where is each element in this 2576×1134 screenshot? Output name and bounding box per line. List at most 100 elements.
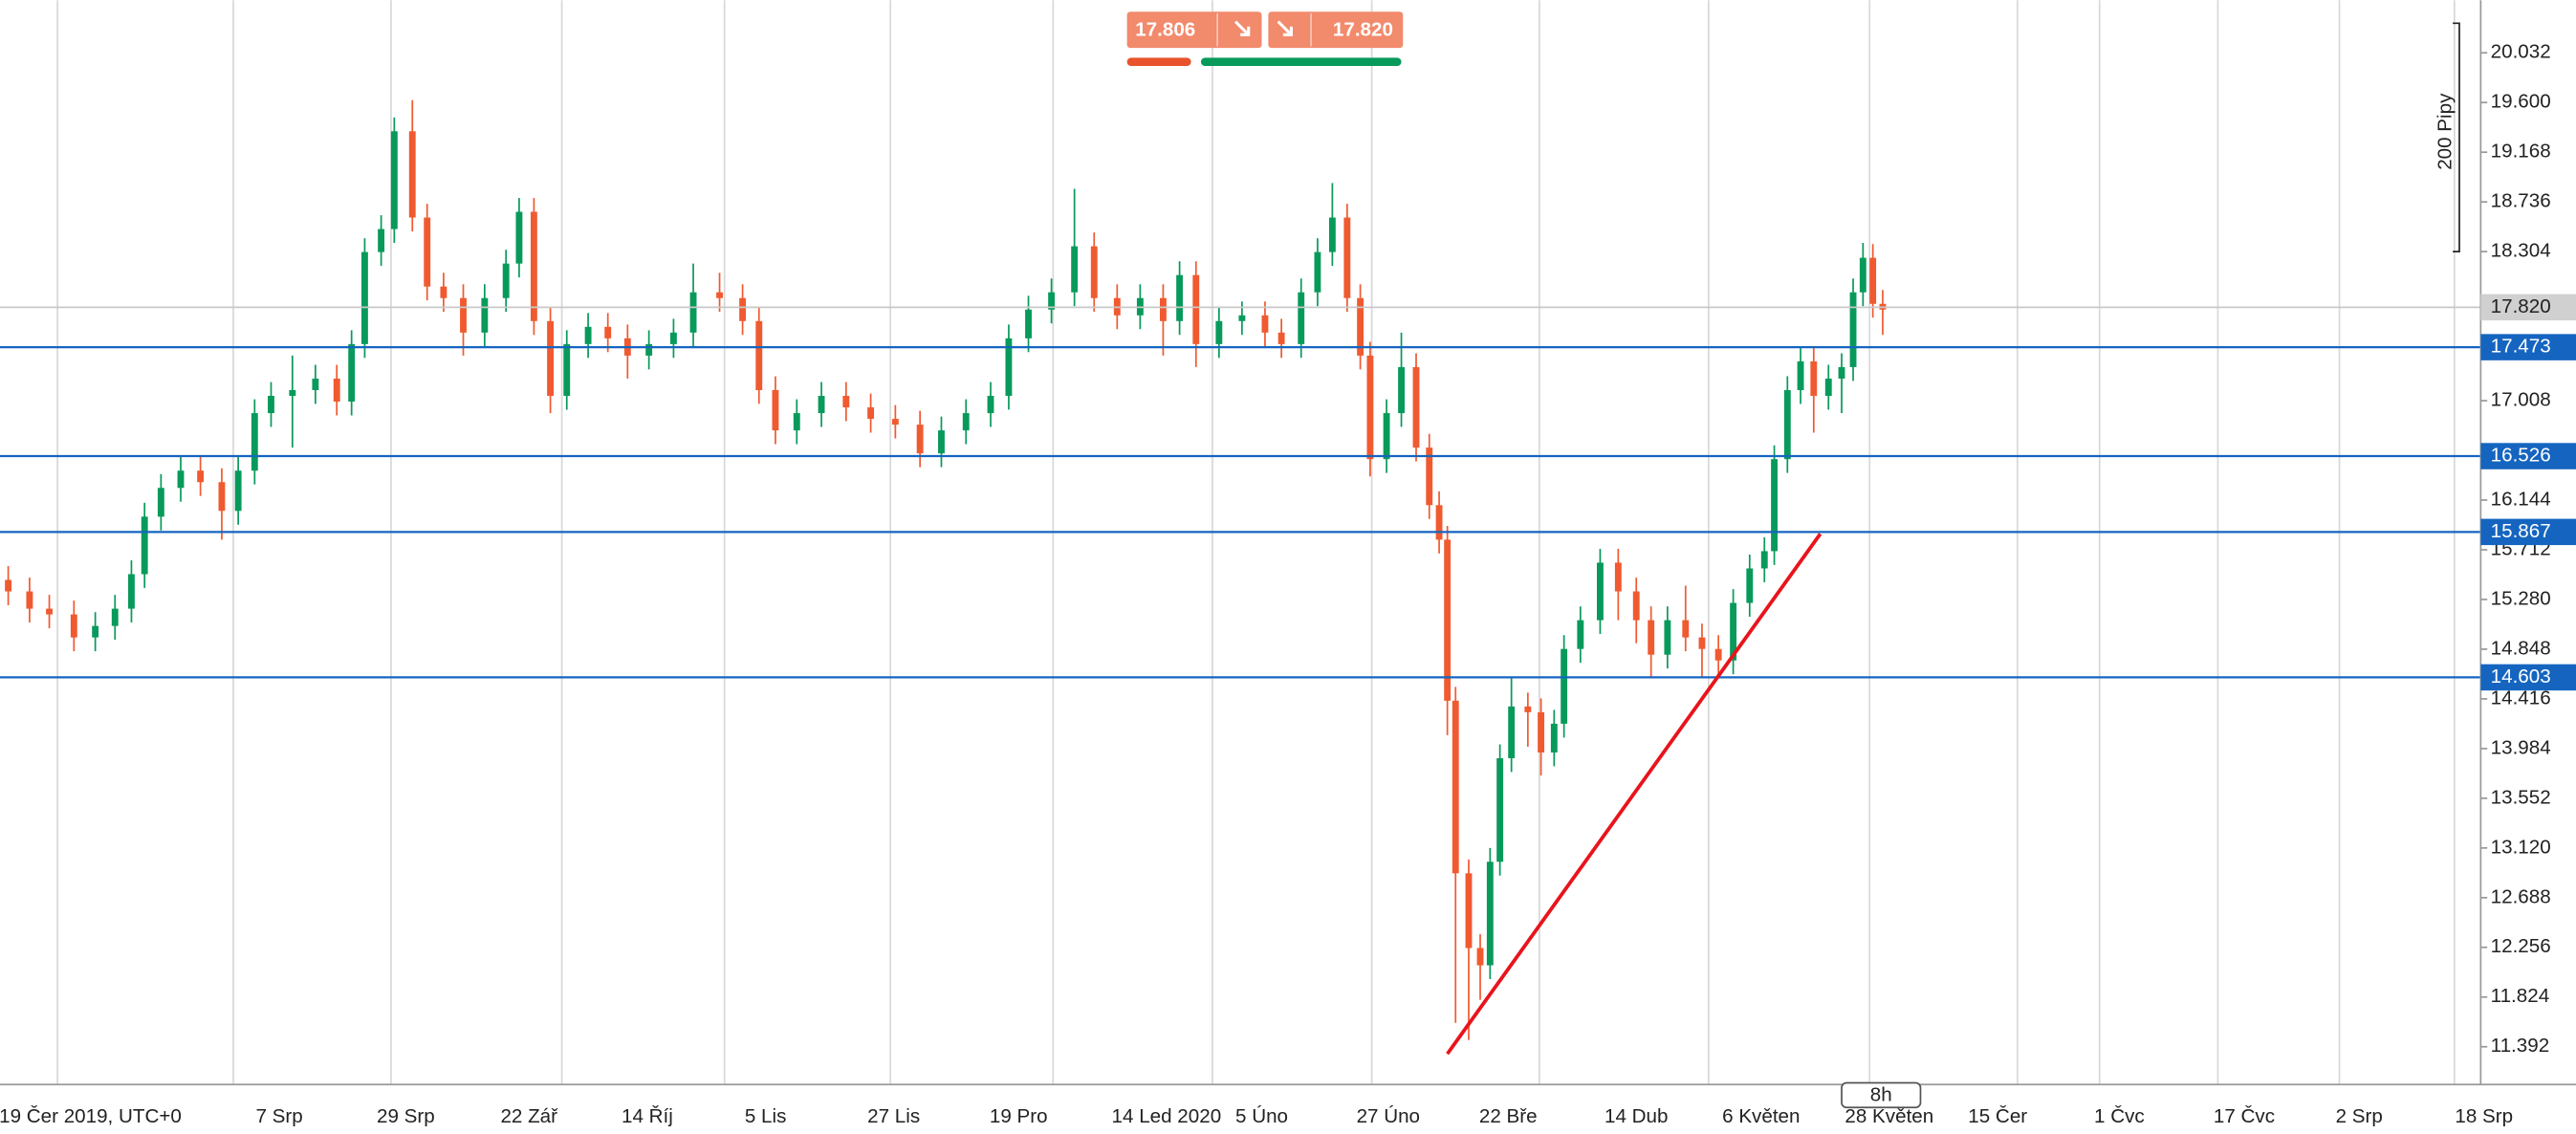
candle-body bbox=[1476, 948, 1484, 966]
marks bbox=[0, 99, 2481, 1056]
candle-body bbox=[1486, 861, 1494, 966]
candle-body bbox=[1025, 309, 1032, 338]
candle-body bbox=[739, 297, 747, 321]
candle-body bbox=[26, 591, 33, 609]
candle-body bbox=[1366, 355, 1374, 460]
x-tick-label: 19 Pro bbox=[990, 1105, 1048, 1127]
candle-body bbox=[1048, 292, 1056, 310]
candle-body bbox=[1730, 602, 1737, 661]
y-tick-label: 13.120 bbox=[2491, 836, 2551, 858]
candle-body bbox=[530, 211, 537, 321]
candle-body bbox=[938, 430, 945, 454]
candle-body bbox=[1824, 378, 1832, 397]
candle-body bbox=[842, 396, 850, 408]
candle-body bbox=[515, 211, 523, 264]
candle-body bbox=[424, 217, 431, 287]
candle-body bbox=[408, 131, 416, 218]
candle-body bbox=[1328, 217, 1336, 252]
candle-body bbox=[1771, 459, 1778, 552]
x-tick-label: 18 Srp bbox=[2455, 1105, 2513, 1127]
level-label: 16.526 bbox=[2491, 444, 2551, 466]
candle-body bbox=[1760, 551, 1768, 569]
candle-body bbox=[1343, 217, 1351, 298]
y-tick-label: 17.008 bbox=[2491, 388, 2551, 410]
candle-body bbox=[502, 263, 510, 298]
level-label: 17.473 bbox=[2491, 336, 2551, 358]
candle-body bbox=[5, 579, 12, 592]
candle-body bbox=[1277, 332, 1285, 344]
candle-body bbox=[1298, 292, 1305, 344]
y-tick-label: 19.600 bbox=[2491, 91, 2551, 113]
candle-body bbox=[1215, 320, 1223, 344]
range-label: 200 Pipy bbox=[2434, 93, 2456, 170]
candle-body bbox=[460, 297, 467, 333]
candle-body bbox=[1561, 648, 1568, 724]
candle-body bbox=[141, 516, 148, 575]
y-tick-label: 11.824 bbox=[2491, 985, 2550, 1007]
timeframe-label: 8h bbox=[1870, 1084, 1892, 1106]
trendline bbox=[1446, 533, 1823, 1056]
buy-button[interactable] bbox=[1268, 11, 1404, 49]
candle-body bbox=[111, 608, 119, 626]
y-tick-label: 12.256 bbox=[2491, 935, 2551, 957]
x-tick-label: 2 Srp bbox=[2336, 1105, 2383, 1127]
candle-body bbox=[891, 419, 899, 425]
y-tick-label: 18.304 bbox=[2491, 240, 2551, 262]
candle-body bbox=[1849, 292, 1857, 367]
candle-body bbox=[1838, 366, 1845, 379]
candle-body bbox=[1664, 620, 1671, 655]
candle-body bbox=[312, 378, 319, 390]
y-tick-label: 14.848 bbox=[2491, 637, 2551, 659]
range-bracket bbox=[2453, 22, 2460, 252]
candle-body bbox=[1810, 360, 1818, 397]
candle-body bbox=[378, 229, 385, 252]
level-label-box bbox=[2480, 443, 2576, 469]
x-tick-label: 5 Úno bbox=[1235, 1105, 1288, 1127]
x-tick-label: 27 Lis bbox=[867, 1105, 920, 1127]
candle-body bbox=[197, 470, 205, 483]
candle-body bbox=[1746, 568, 1754, 603]
candle-body bbox=[563, 343, 571, 397]
candle-body bbox=[755, 320, 763, 390]
candle-body bbox=[1597, 562, 1604, 621]
candle-body bbox=[1538, 711, 1545, 752]
candle-body bbox=[1714, 648, 1722, 661]
candle-body bbox=[1357, 297, 1364, 356]
candle-body bbox=[916, 425, 924, 454]
x-tick-label: 27 Úno bbox=[1357, 1105, 1420, 1127]
sell-button[interactable] bbox=[1126, 11, 1262, 49]
candle-body bbox=[716, 292, 723, 298]
candle-body bbox=[218, 482, 226, 512]
candle-body bbox=[333, 378, 340, 403]
candle-body bbox=[645, 343, 653, 356]
candle-body bbox=[962, 413, 970, 431]
candle-body bbox=[1412, 366, 1420, 448]
quote-widget[interactable]: 17.806 17.820 bbox=[1126, 11, 1404, 66]
buy-price: 17.820 bbox=[1333, 18, 1393, 40]
candle-body bbox=[1682, 620, 1690, 638]
candle-body bbox=[1783, 389, 1791, 460]
y-tick-label: 12.688 bbox=[2491, 885, 2551, 907]
candle-body bbox=[1005, 338, 1013, 397]
x-tick-label: 14 Dub bbox=[1605, 1105, 1668, 1127]
y-tick-label: 16.144 bbox=[2491, 488, 2551, 510]
buy-arrow bbox=[1277, 20, 1293, 36]
candle-body bbox=[1577, 620, 1584, 649]
candle-body bbox=[1797, 360, 1804, 390]
candle-body bbox=[1090, 246, 1098, 298]
candle-body bbox=[92, 625, 99, 638]
candle-body bbox=[348, 343, 356, 403]
candle-body bbox=[234, 470, 242, 512]
grid bbox=[56, 0, 2456, 1085]
timeframe-marker[interactable] bbox=[1841, 1081, 1922, 1109]
labels: 19 Čer 2019, UTC+0 7 Srp 29 Srp 22 Zář 14 Ří… bbox=[0, 41, 2576, 1127]
sell-arrow bbox=[1233, 20, 1251, 36]
candle-body bbox=[360, 251, 368, 344]
candle-body bbox=[604, 326, 612, 338]
candle-body bbox=[1465, 873, 1473, 949]
candle-body bbox=[1383, 413, 1390, 460]
x-tick-label: 22 Bře bbox=[1479, 1105, 1538, 1127]
